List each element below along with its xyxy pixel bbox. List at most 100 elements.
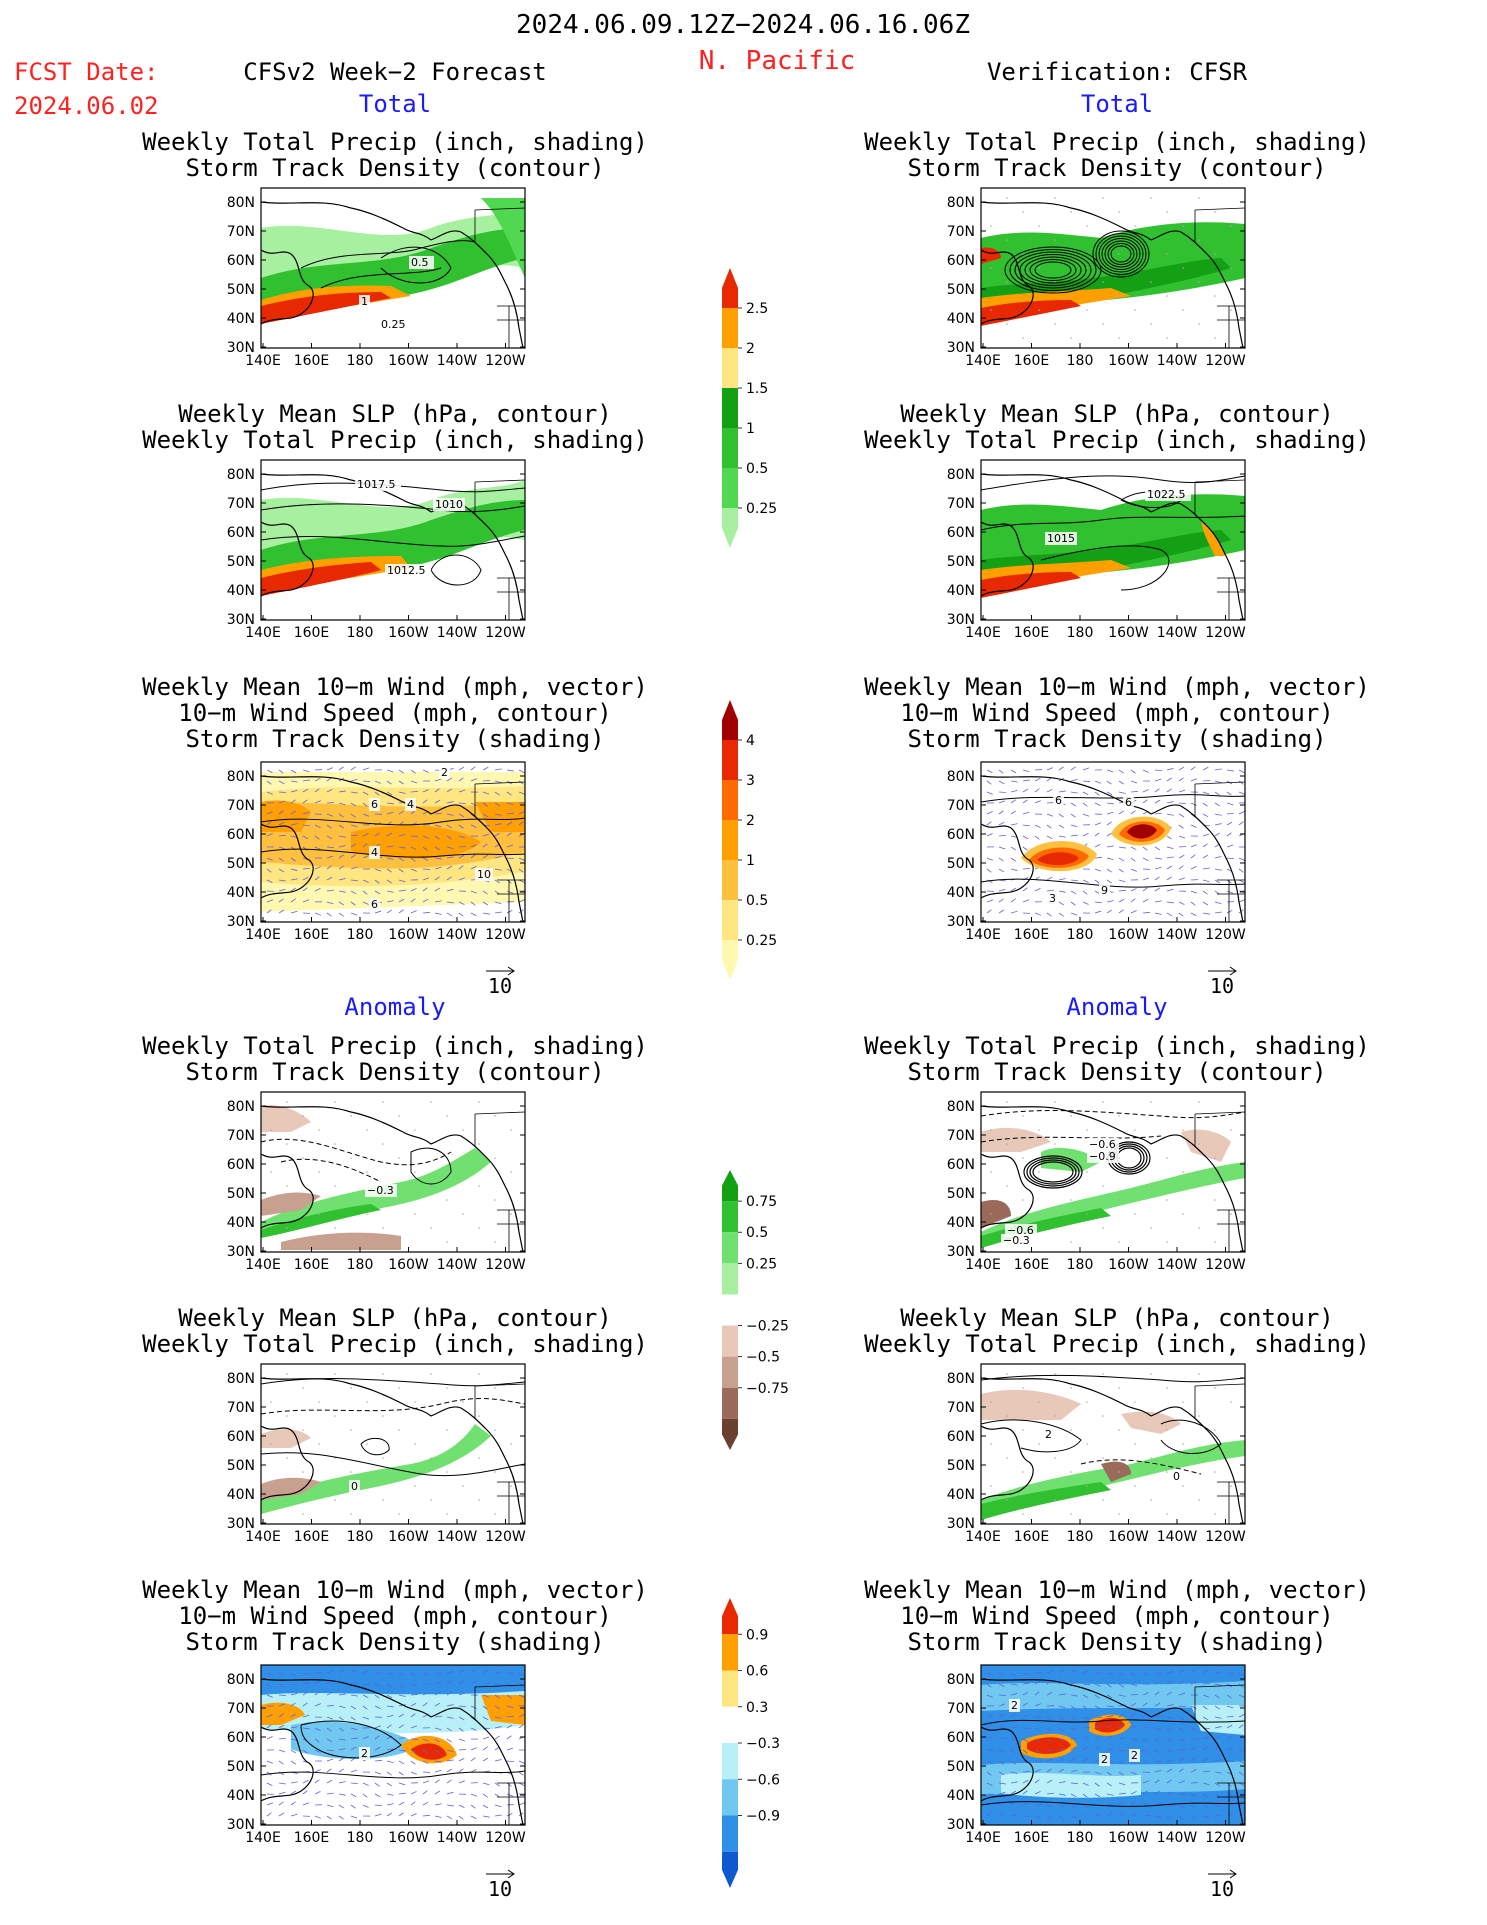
lat-tick-label: 50N <box>947 282 975 298</box>
colorbar-swatch <box>722 1706 738 1743</box>
fcst-date-value: 2024.06.02 <box>14 92 159 120</box>
panel-title-line: Weekly Total Precip (inch, shading) <box>142 1330 648 1358</box>
lat-tick-label: 50N <box>947 554 975 570</box>
lat-tick-label: 50N <box>227 1759 255 1775</box>
contour-label: 1015 <box>1047 532 1075 545</box>
lon-tick-label: 120W <box>1205 625 1246 641</box>
panel-title-line: Storm Track Density (shading) <box>907 1628 1327 1656</box>
lat-tick-label: 80N <box>947 769 975 785</box>
panel-title-line: Weekly Total Precip (inch, shading) <box>864 1032 1370 1060</box>
lat-tick-label: 60N <box>947 525 975 541</box>
vector-reference-label: 10 <box>488 1877 512 1901</box>
lat-tick-label: 80N <box>947 195 975 211</box>
lon-tick-label: 180 <box>1067 1529 1094 1545</box>
contour-label: 6 <box>1055 794 1062 807</box>
lat-tick-label: 40N <box>947 1215 975 1231</box>
contour-label: 6 <box>1125 796 1132 809</box>
fcst-date-label: FCST Date: <box>14 58 159 86</box>
lat-tick-label: 80N <box>227 195 255 211</box>
contour-label: 1012.5 <box>387 564 426 577</box>
lat-tick-label: 70N <box>227 496 255 512</box>
lon-tick-label: 180 <box>1067 625 1094 641</box>
lon-tick-label: 160W <box>388 1830 429 1846</box>
lat-tick-label: 30N <box>947 1817 975 1833</box>
colorbar-level-label: −0.9 <box>746 1809 780 1825</box>
vector-reference-label: 10 <box>1210 1877 1234 1901</box>
lat-tick-label: 60N <box>227 1429 255 1445</box>
panel-title-line: 10−m Wind Speed (mph, contour) <box>900 699 1334 727</box>
lon-tick-label: 180 <box>1067 1257 1094 1273</box>
colorbar-swatch <box>722 308 738 348</box>
lon-tick-label: 140W <box>1157 1830 1198 1846</box>
colorbar-swatch <box>722 1598 738 1635</box>
colorbar-precip_total: 0.25 0.5 1 1.5 2 2.5 <box>722 268 777 548</box>
colorbar-swatch <box>722 1743 738 1780</box>
lat-tick-label: 70N <box>227 224 255 240</box>
lat-tick-label: 30N <box>947 612 975 628</box>
panel-title-line: Weekly Total Precip (inch, shading) <box>864 426 1370 454</box>
lon-tick-label: 160E <box>294 1830 330 1846</box>
colorbar-level-label: 0.75 <box>746 1194 777 1210</box>
lat-tick-label: 40N <box>947 1487 975 1503</box>
lat-tick-label: 40N <box>227 1215 255 1231</box>
panel-title-line: Weekly Total Precip (inch, shading) <box>142 426 648 454</box>
lon-tick-label: 160W <box>1108 1257 1149 1273</box>
contour-label: 4 <box>371 846 378 859</box>
vector-reference-label: 10 <box>488 974 512 998</box>
panel-title-line: Weekly Mean SLP (hPa, contour) <box>178 400 612 428</box>
lat-tick-label: 70N <box>227 798 255 814</box>
lat-tick-label: 80N <box>227 1672 255 1688</box>
colorbar-swatch <box>722 1232 738 1264</box>
contour-label: 1010 <box>435 498 463 511</box>
colorbar-swatch <box>722 1170 738 1202</box>
panel-title-line: Weekly Mean 10−m Wind (mph, vector) <box>864 673 1370 701</box>
colorbar-swatch <box>722 1634 738 1671</box>
colorbar-swatch <box>722 1263 738 1295</box>
lat-tick-label: 50N <box>947 1759 975 1775</box>
lon-tick-label: 120W <box>485 353 526 369</box>
contour-label: 1 <box>361 295 368 308</box>
colorbar-swatch <box>722 700 738 740</box>
contour-label: 10 <box>477 868 491 881</box>
lon-tick-label: 180 <box>347 1529 374 1545</box>
lon-tick-label: 140W <box>1157 1257 1198 1273</box>
lon-tick-label: 180 <box>347 927 374 943</box>
lon-tick-label: 140E <box>245 1830 281 1846</box>
colorbar-level-label: −0.25 <box>746 1319 789 1335</box>
lon-tick-label: 180 <box>1067 927 1094 943</box>
lon-tick-label: 180 <box>347 1257 374 1273</box>
lon-tick-label: 140E <box>245 1257 281 1273</box>
colorbar-swatch <box>722 468 738 508</box>
colorbar-level-label: 4 <box>746 733 755 749</box>
lon-tick-label: 160W <box>388 1257 429 1273</box>
colorbar-level-label: 2.5 <box>746 301 768 317</box>
panel-title-line: Storm Track Density (shading) <box>185 1628 605 1656</box>
lat-tick-label: 30N <box>227 340 255 356</box>
lat-tick-label: 50N <box>947 1186 975 1202</box>
lon-tick-label: 180 <box>347 1830 374 1846</box>
lon-tick-label: 160W <box>1108 927 1149 943</box>
lon-tick-label: 180 <box>347 625 374 641</box>
lon-tick-label: 140W <box>437 353 478 369</box>
colorbar-swatch <box>722 1201 738 1233</box>
lat-tick-label: 60N <box>947 827 975 843</box>
valid-period: 2024.06.09.12Z−2024.06.16.06Z <box>516 10 970 40</box>
contour-label: −0.6 <box>1007 1224 1034 1237</box>
colorbar-level-label: 0.25 <box>746 501 777 517</box>
lat-tick-label: 80N <box>947 1099 975 1115</box>
panel-title-line: Storm Track Density (contour) <box>907 1058 1327 1086</box>
panel-title-line: Storm Track Density (contour) <box>185 1058 605 1086</box>
lon-tick-label: 160E <box>1014 1529 1050 1545</box>
contour-label: 3 <box>1049 892 1056 905</box>
colorbar-level-label: −0.6 <box>746 1772 780 1788</box>
lon-tick-label: 120W <box>485 625 526 641</box>
colorbar-swatch <box>722 1851 738 1888</box>
vector-reference: 10 <box>1208 966 1237 998</box>
colorbar-level-label: 0.25 <box>746 933 777 949</box>
lat-tick-label: 30N <box>947 1516 975 1532</box>
lon-tick-label: 160E <box>1014 353 1050 369</box>
